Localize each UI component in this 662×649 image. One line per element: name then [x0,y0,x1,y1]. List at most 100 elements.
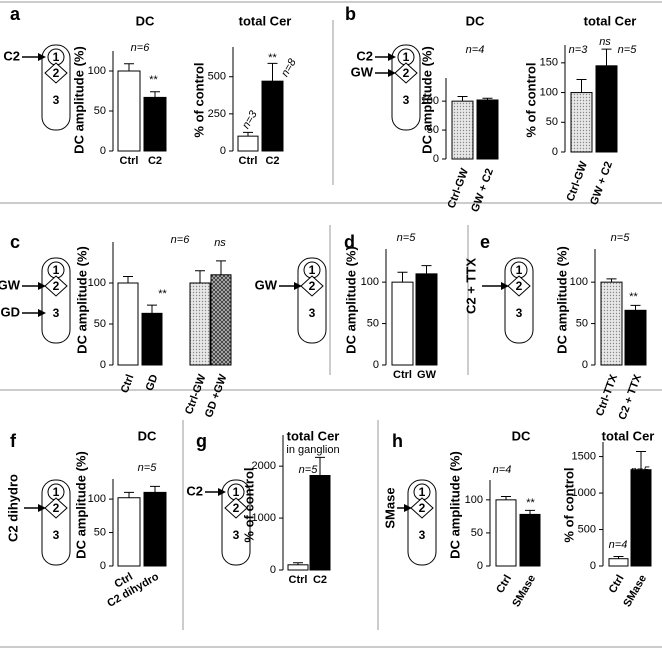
y-tick-label: 0 [582,359,588,371]
y-axis-label: % of control [241,467,256,542]
region-label: 3 [53,93,60,107]
annotation: n=5 [611,232,631,244]
arrow-head [38,282,46,290]
y-tick-label: 100 [88,65,106,77]
y-tick-label: 150 [540,57,558,69]
bar [143,96,167,152]
input-label: GW [255,277,278,292]
x-tick-label: SMase [510,573,538,609]
annotation: n=5 [138,462,158,474]
error-bar [630,304,641,311]
error-bar [124,63,134,71]
ganglion [297,257,327,344]
panel-letter: d [344,232,355,252]
annotation: n=8 [279,56,299,79]
x-tick-label: Ctrl [289,574,308,586]
region-label: 1 [233,485,240,499]
annotation: ** [268,52,277,64]
bar [237,135,259,152]
y-tick-label: 1000 [572,487,596,499]
bar [519,513,541,567]
y-tick-label: 50 [94,318,106,330]
input-label: C2 [186,483,203,498]
arrow-head [218,488,226,496]
input-label: SMase [382,487,397,528]
bar [143,491,167,567]
error-bar [315,456,325,476]
y-tick-label: 100 [540,86,558,98]
annotation: ** [526,497,535,509]
y-tick-label: 100 [465,494,483,506]
y-axis-label: DC amplitude (%) [554,246,569,354]
ganglion [41,479,71,566]
y-tick-label: 100 [88,277,106,289]
error-bar [457,96,468,102]
x-tick-label: Ctrl [119,373,137,395]
annotation: ns [214,237,226,249]
y-tick-label: 0 [270,564,276,576]
bar [117,282,139,366]
y-tick-label: 0 [552,146,558,158]
error-bar [123,275,133,283]
region-label: 3 [233,528,240,542]
bar [595,65,618,153]
input-label: C2 [3,48,20,63]
annotation: n=5 [631,465,651,477]
region-label: 3 [53,306,60,320]
arrow-head [38,309,46,317]
region-label: 2 [309,279,316,293]
region-label: 1 [53,263,60,277]
ganglion [41,257,71,344]
region-label: 1 [516,263,523,277]
y-axis-label: % of control [523,62,538,137]
input-label: GW [351,64,374,79]
region-2 [44,275,68,297]
x-tick-label: GD [144,373,161,393]
panel-letter: e [480,232,490,252]
error-bar [397,271,408,283]
annotation: ns [599,36,611,48]
y-tick-label: 50 [94,105,106,117]
bar [117,497,141,567]
error-bar [243,131,253,137]
x-tick-label: Ctrl [607,573,627,595]
error-bar [601,48,612,66]
input-label: C2 [356,48,373,63]
annotation: ** [158,288,167,300]
bar [391,281,414,366]
y-axis-label: DC amplitude (%) [447,451,462,559]
error-bar [636,450,646,470]
y-tick-label: 50 [94,526,106,538]
chart-title: total Cer [602,428,655,443]
x-tick-label: Ctrl [120,155,139,167]
bar [476,99,499,160]
region-label: 3 [516,306,523,320]
error-bar [195,270,205,283]
y-tick-label: 100 [361,276,379,288]
error-bar [525,509,535,515]
arrow-head [404,504,412,512]
input-label: GW [0,277,21,292]
region-2 [410,497,434,519]
y-tick-label: 50 [471,527,483,539]
bar [600,281,623,366]
x-tick-label: Ctrl-GW [446,166,472,210]
annotation: n=4 [609,539,628,551]
y-tick-label: 0 [373,359,379,371]
region-label: 1 [403,50,410,64]
y-tick-label: 1000 [252,512,276,524]
annotation: n=5 [618,44,638,56]
input-label: C2 dihydro [5,474,20,542]
y-tick-label: 0 [590,560,596,572]
annotation: n=3 [569,44,589,56]
error-bar [150,91,160,98]
panel-letter: a [10,4,21,24]
error-bar [482,97,493,100]
x-tick-label: C2 [148,155,162,167]
ganglion [504,257,534,344]
bar [261,80,284,152]
region-label: 2 [53,279,60,293]
y-tick-label: 0 [100,145,106,157]
annotation: n=6 [131,42,151,54]
y-tick-label: 100 [570,276,588,288]
